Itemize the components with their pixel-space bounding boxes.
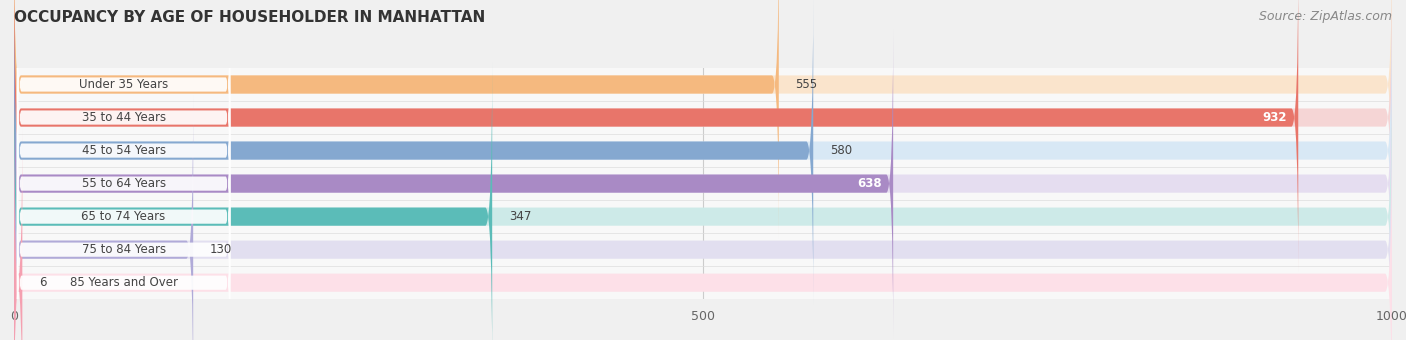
FancyBboxPatch shape: [17, 142, 231, 340]
Text: 55 to 64 Years: 55 to 64 Years: [82, 177, 166, 190]
Text: OCCUPANCY BY AGE OF HOUSEHOLDER IN MANHATTAN: OCCUPANCY BY AGE OF HOUSEHOLDER IN MANHA…: [14, 10, 485, 25]
Text: 85 Years and Over: 85 Years and Over: [70, 276, 177, 289]
FancyBboxPatch shape: [14, 29, 1392, 338]
FancyBboxPatch shape: [14, 95, 1392, 340]
Text: 6: 6: [39, 276, 46, 289]
FancyBboxPatch shape: [14, 62, 492, 340]
Text: 555: 555: [796, 78, 817, 91]
FancyBboxPatch shape: [14, 95, 193, 340]
FancyBboxPatch shape: [14, 0, 779, 239]
FancyBboxPatch shape: [14, 0, 813, 305]
FancyBboxPatch shape: [14, 0, 1392, 272]
FancyBboxPatch shape: [14, 62, 1392, 340]
FancyBboxPatch shape: [14, 0, 1392, 305]
FancyBboxPatch shape: [17, 43, 231, 258]
FancyBboxPatch shape: [14, 128, 1392, 340]
Text: Under 35 Years: Under 35 Years: [79, 78, 169, 91]
Text: 65 to 74 Years: 65 to 74 Years: [82, 210, 166, 223]
Text: 932: 932: [1263, 111, 1288, 124]
FancyBboxPatch shape: [14, 0, 1298, 272]
Text: 130: 130: [209, 243, 232, 256]
FancyBboxPatch shape: [17, 175, 231, 340]
Text: 75 to 84 Years: 75 to 84 Years: [82, 243, 166, 256]
FancyBboxPatch shape: [17, 76, 231, 291]
FancyBboxPatch shape: [14, 128, 22, 340]
Text: 638: 638: [858, 177, 882, 190]
Text: 347: 347: [509, 210, 531, 223]
FancyBboxPatch shape: [14, 29, 893, 338]
FancyBboxPatch shape: [17, 0, 231, 192]
Text: 45 to 54 Years: 45 to 54 Years: [82, 144, 166, 157]
FancyBboxPatch shape: [14, 0, 1392, 239]
FancyBboxPatch shape: [17, 10, 231, 225]
FancyBboxPatch shape: [17, 109, 231, 324]
Text: 35 to 44 Years: 35 to 44 Years: [82, 111, 166, 124]
Text: Source: ZipAtlas.com: Source: ZipAtlas.com: [1258, 10, 1392, 23]
Text: 580: 580: [830, 144, 852, 157]
